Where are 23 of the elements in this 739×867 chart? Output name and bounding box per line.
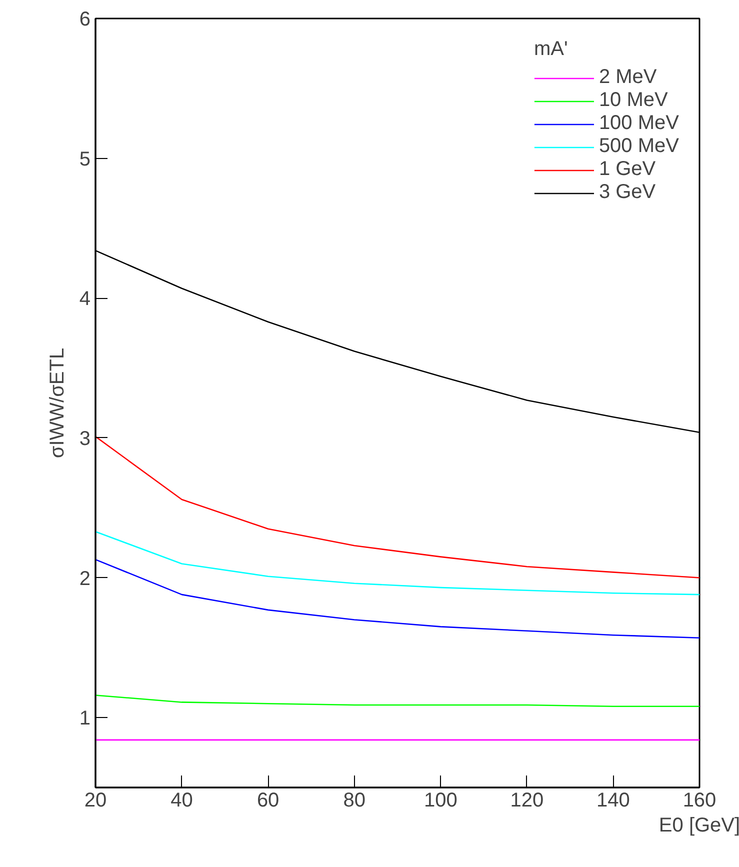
y-axis-title: σIWW/σETL xyxy=(46,348,68,458)
y-tick-label: 4 xyxy=(79,288,90,310)
y-tick-label: 3 xyxy=(79,428,90,450)
legend-title: mA' xyxy=(534,38,569,61)
legend-label: 500 MeV xyxy=(598,135,679,158)
x-tick-label: 120 xyxy=(510,790,544,812)
y-tick-label: 5 xyxy=(79,148,90,170)
x-tick-label: 100 xyxy=(424,790,458,812)
legend-label: 100 MeV xyxy=(598,112,679,135)
y-tick-label: 1 xyxy=(79,708,90,730)
legend-label: 10 MeV xyxy=(598,89,668,112)
y-tick-label: 6 xyxy=(79,8,90,30)
x-tick-label: 140 xyxy=(596,790,630,812)
x-axis-title: E0 [GeV] xyxy=(658,814,739,836)
legend-label: 3 GeV xyxy=(598,181,656,204)
x-tick-label: 20 xyxy=(84,790,107,812)
x-tick-label: 80 xyxy=(343,790,366,812)
x-tick-label: 40 xyxy=(170,790,193,812)
x-tick-label: 160 xyxy=(682,790,716,812)
y-tick-label: 2 xyxy=(79,568,90,590)
legend-label: 1 GeV xyxy=(598,158,656,181)
x-tick-label: 60 xyxy=(256,790,280,812)
legend-label: 2 MeV xyxy=(598,66,657,89)
